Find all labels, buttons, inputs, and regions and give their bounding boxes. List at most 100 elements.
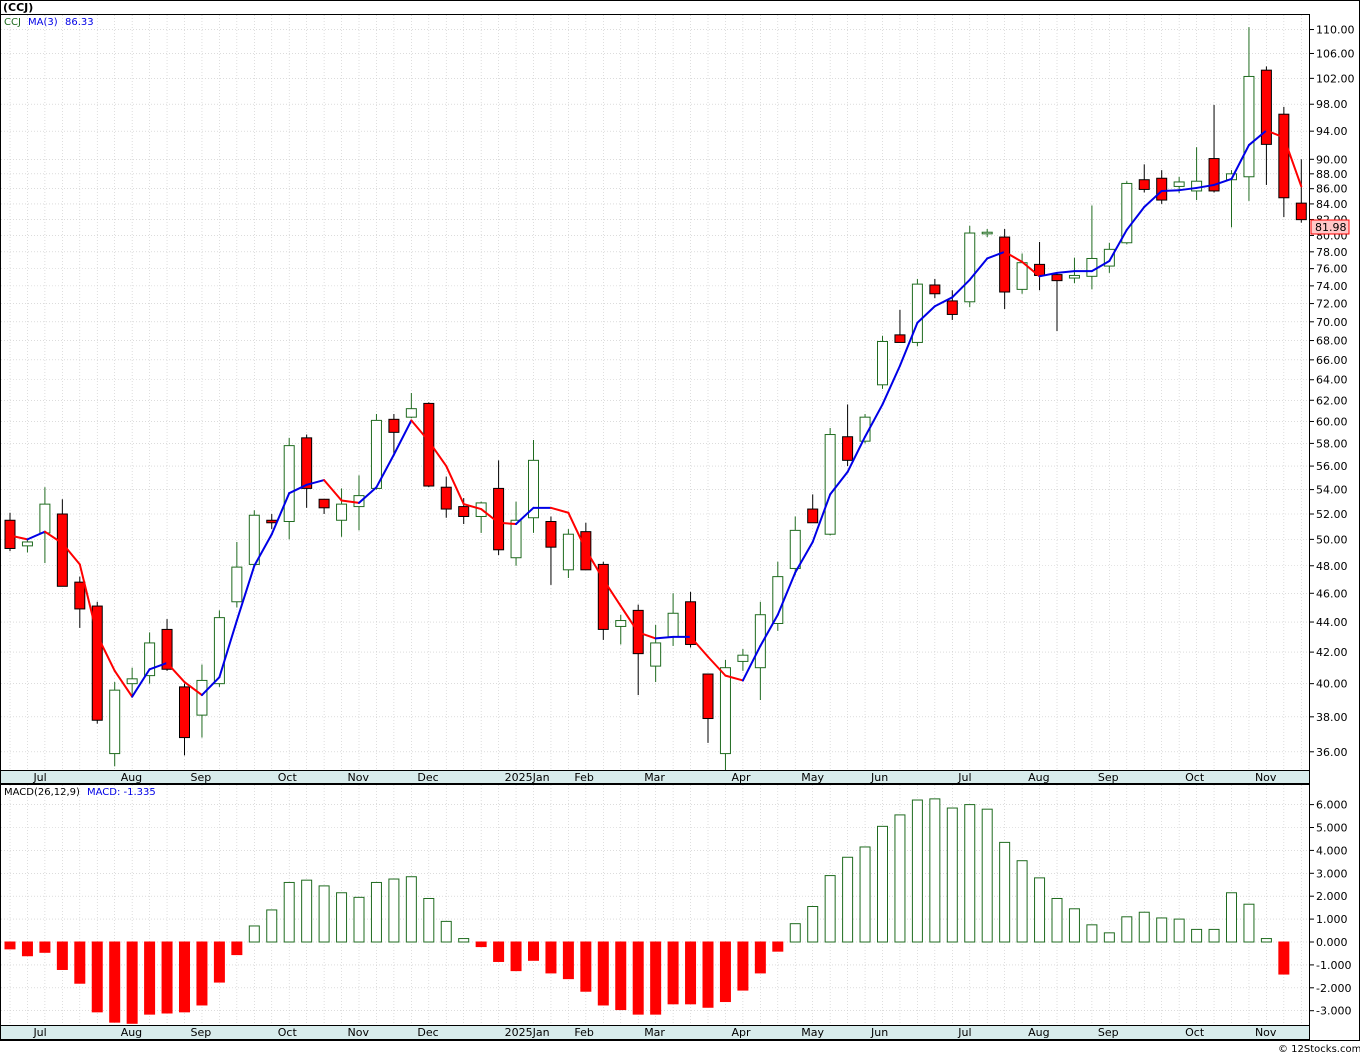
macd-bar: [405, 876, 417, 943]
ma-segment: [549, 506, 570, 514]
macd-y-tick-label: 0.000: [1316, 936, 1348, 949]
candle: [597, 561, 609, 640]
macd-bar: [283, 881, 295, 943]
candle: [231, 541, 243, 608]
candle: [894, 309, 906, 343]
candle-body: [1156, 177, 1168, 201]
macd-bar: [301, 879, 313, 943]
ma-segment: [619, 605, 640, 634]
price-y-axis: 36.00 38.00 40.00 42.00 44.00 46.00 48.00 50.00…: [1309, 24, 1355, 759]
macd-bar: [1191, 928, 1203, 943]
macd-bar: [231, 941, 243, 956]
macd-bar: [615, 941, 627, 1011]
candle: [301, 434, 313, 508]
price-x-tick-label: Jun: [870, 771, 888, 784]
ma-segment: [113, 669, 134, 698]
candle-body: [388, 418, 400, 433]
macd-bar: [161, 941, 173, 1014]
copyright-footer: © 12Stocks.com: [1278, 1044, 1360, 1055]
ma-segment: [375, 453, 395, 489]
candle-body: [1086, 257, 1098, 277]
macd-bars: [4, 798, 1290, 1024]
ma-segment: [410, 419, 430, 443]
macd-y-tick-label: 4.000: [1316, 844, 1348, 857]
macd-bar: [702, 941, 714, 1008]
candle: [405, 393, 417, 419]
ma-segment: [323, 479, 343, 502]
ma-segment: [1143, 189, 1163, 208]
ma-segment: [1282, 136, 1303, 188]
macd-bar: [667, 941, 679, 1005]
macd-bar: [1086, 924, 1098, 943]
price-y-tick-label: 40.00: [1316, 678, 1348, 691]
candle: [842, 404, 854, 467]
macd-bar: [1051, 897, 1063, 943]
macd-bar: [1068, 908, 1080, 943]
ma-segment: [881, 364, 901, 406]
price-y-tick-label: 62.00: [1316, 394, 1348, 407]
price-x-tick-label: Sep: [191, 771, 212, 784]
price-y-tick-label: 44.00: [1316, 616, 1348, 629]
macd-bar: [824, 875, 836, 943]
candle-body: [1243, 75, 1255, 178]
candle-body: [842, 436, 854, 461]
candle-body: [964, 232, 976, 303]
candle: [109, 682, 121, 767]
ma-segment: [235, 564, 256, 622]
candle: [824, 427, 836, 536]
ma-segment: [707, 655, 727, 677]
ma-segment: [689, 635, 709, 658]
candle-body: [109, 689, 121, 755]
macd-bar: [1260, 938, 1272, 943]
candle-body: [196, 679, 208, 716]
price-gridlines: [1, 15, 1309, 770]
candle: [1278, 106, 1290, 218]
macd-bar: [1103, 932, 1115, 943]
ma-segment: [166, 661, 186, 684]
price-y-tick-label: 102.00: [1316, 72, 1355, 85]
macd-y-tick-label: 6.000: [1316, 799, 1348, 812]
ma-segment: [26, 530, 46, 541]
price-x-axis: Jul Aug Sep Oct Nov Dec 2025Jan Feb Mar Apr May Jun…: [32, 771, 1276, 784]
macd-bar: [1156, 917, 1168, 943]
ma-segment: [515, 506, 535, 526]
macd-bar: [580, 941, 592, 992]
price-candles: [4, 27, 1307, 770]
candle-body: [510, 519, 522, 559]
candle: [807, 494, 819, 524]
candle-body: [1208, 158, 1220, 192]
price-y-tick-label: 86.00: [1316, 183, 1348, 196]
candle-body: [911, 283, 923, 343]
macd-bar: [475, 941, 487, 948]
candle: [615, 614, 627, 645]
candle-body: [1260, 69, 1272, 145]
price-y-tick-label: 68.00: [1316, 335, 1348, 348]
candle-body: [370, 419, 382, 489]
candle-body: [56, 513, 68, 587]
ma-segment: [61, 542, 81, 566]
ma-segment: [148, 661, 169, 671]
candle: [545, 516, 557, 585]
candle-body: [458, 506, 470, 517]
price-x-tick-label: Feb: [574, 771, 593, 784]
price-y-tick-label: 98.00: [1316, 98, 1348, 111]
macd-bar: [789, 923, 801, 943]
price-x-tick-label: Nov: [348, 771, 370, 784]
ma-segment: [200, 676, 221, 697]
price-panel: 36.00 38.00 40.00 42.00 44.00 46.00 48.00 50.00…: [0, 1, 1355, 784]
candle: [1103, 242, 1115, 273]
candle: [911, 278, 923, 347]
macd-bar: [388, 878, 400, 943]
ma-segment: [131, 668, 151, 698]
price-y-tick-label: 64.00: [1316, 374, 1348, 387]
ma-segment: [1108, 228, 1128, 263]
macd-y-tick-label: 2.000: [1316, 890, 1348, 903]
price-y-tick-label: 56.00: [1316, 460, 1348, 473]
price-x-tick-label: Aug: [1028, 771, 1049, 784]
candle: [440, 476, 452, 518]
price-y-tick-label: 76.00: [1316, 263, 1348, 276]
ma-segment: [445, 465, 465, 506]
macd-bar: [842, 856, 854, 943]
macd-x-axis: Jul Aug Sep Oct Nov Dec 2025Jan Feb Mar Apr May Jun…: [32, 1026, 1276, 1039]
price-x-tick-label: 2025Jan: [505, 771, 550, 784]
